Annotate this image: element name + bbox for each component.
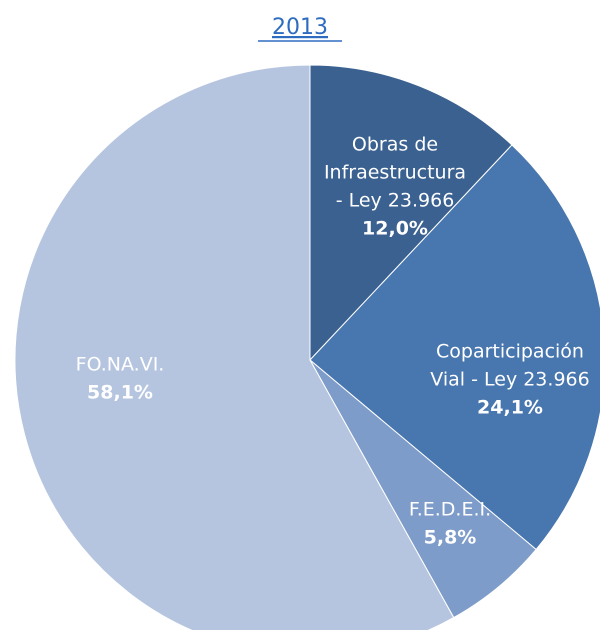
slice-label: Infraestructura bbox=[324, 162, 466, 184]
value-label: 58,1% bbox=[87, 382, 153, 404]
slice-label: F.E.D.E.I. bbox=[409, 499, 491, 521]
slice-label: - Ley 23.966 bbox=[336, 190, 455, 212]
slice-label: Coparticipación bbox=[436, 341, 584, 363]
value-label: 12,0% bbox=[362, 218, 428, 240]
pie-slice bbox=[14, 64, 455, 630]
chart-title: 2013 bbox=[272, 15, 328, 40]
slice-label: Vial - Ley 23.966 bbox=[430, 369, 589, 391]
value-label: 24,1% bbox=[477, 397, 543, 419]
pie-slice bbox=[309, 144, 600, 551]
slice-label: FO.NA.VI. bbox=[76, 354, 165, 376]
pie-slice bbox=[309, 64, 513, 362]
value-label: 5,8% bbox=[424, 527, 477, 549]
slice-label: Obras de bbox=[352, 134, 438, 156]
